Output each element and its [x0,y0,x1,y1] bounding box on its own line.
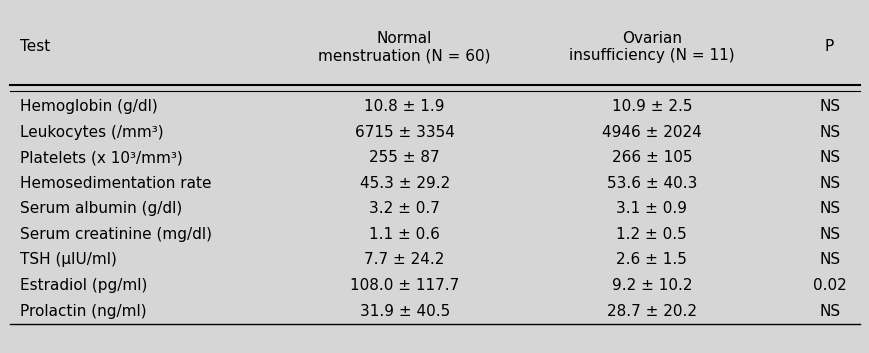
Text: 0.02: 0.02 [812,278,846,293]
Text: NS: NS [818,176,839,191]
Text: TSH (μIU/ml): TSH (μIU/ml) [21,252,117,268]
Text: Normal
menstruation (N = 60): Normal menstruation (N = 60) [318,31,490,63]
Text: NS: NS [818,252,839,268]
Text: Leukocytes (/mm³): Leukocytes (/mm³) [21,125,164,139]
Text: 6715 ± 3354: 6715 ± 3354 [355,125,454,139]
Text: 9.2 ± 10.2: 9.2 ± 10.2 [611,278,691,293]
Text: 266 ± 105: 266 ± 105 [611,150,691,165]
Text: NS: NS [818,99,839,114]
Text: 10.8 ± 1.9: 10.8 ± 1.9 [364,99,444,114]
Text: Serum creatinine (mg/dl): Serum creatinine (mg/dl) [21,227,212,242]
Text: 1.1 ± 0.6: 1.1 ± 0.6 [368,227,440,242]
Text: Ovarian
insufficiency (N = 11): Ovarian insufficiency (N = 11) [568,31,733,63]
Text: Prolactin (ng/ml): Prolactin (ng/ml) [21,304,147,318]
Text: 28.7 ± 20.2: 28.7 ± 20.2 [606,304,696,318]
Text: 31.9 ± 40.5: 31.9 ± 40.5 [359,304,449,318]
Text: NS: NS [818,150,839,165]
Text: 45.3 ± 29.2: 45.3 ± 29.2 [359,176,449,191]
Text: NS: NS [818,227,839,242]
Text: P: P [824,40,833,54]
Text: Serum albumin (g/dl): Serum albumin (g/dl) [21,201,182,216]
Text: Platelets (x 10³/mm³): Platelets (x 10³/mm³) [21,150,183,165]
Text: 108.0 ± 117.7: 108.0 ± 117.7 [349,278,459,293]
Text: 3.2 ± 0.7: 3.2 ± 0.7 [368,201,440,216]
Text: NS: NS [818,125,839,139]
Text: Estradiol (pg/ml): Estradiol (pg/ml) [21,278,148,293]
Text: Hemosedimentation rate: Hemosedimentation rate [21,176,212,191]
Text: 3.1 ± 0.9: 3.1 ± 0.9 [615,201,687,216]
Text: Hemoglobin (g/dl): Hemoglobin (g/dl) [21,99,158,114]
Text: NS: NS [818,201,839,216]
Text: Test: Test [21,40,50,54]
Text: 1.2 ± 0.5: 1.2 ± 0.5 [616,227,687,242]
Text: 7.7 ± 24.2: 7.7 ± 24.2 [364,252,444,268]
Text: 10.9 ± 2.5: 10.9 ± 2.5 [611,99,691,114]
Text: 2.6 ± 1.5: 2.6 ± 1.5 [615,252,687,268]
Text: NS: NS [818,304,839,318]
Text: 4946 ± 2024: 4946 ± 2024 [601,125,701,139]
Text: 53.6 ± 40.3: 53.6 ± 40.3 [606,176,696,191]
Text: 255 ± 87: 255 ± 87 [369,150,440,165]
